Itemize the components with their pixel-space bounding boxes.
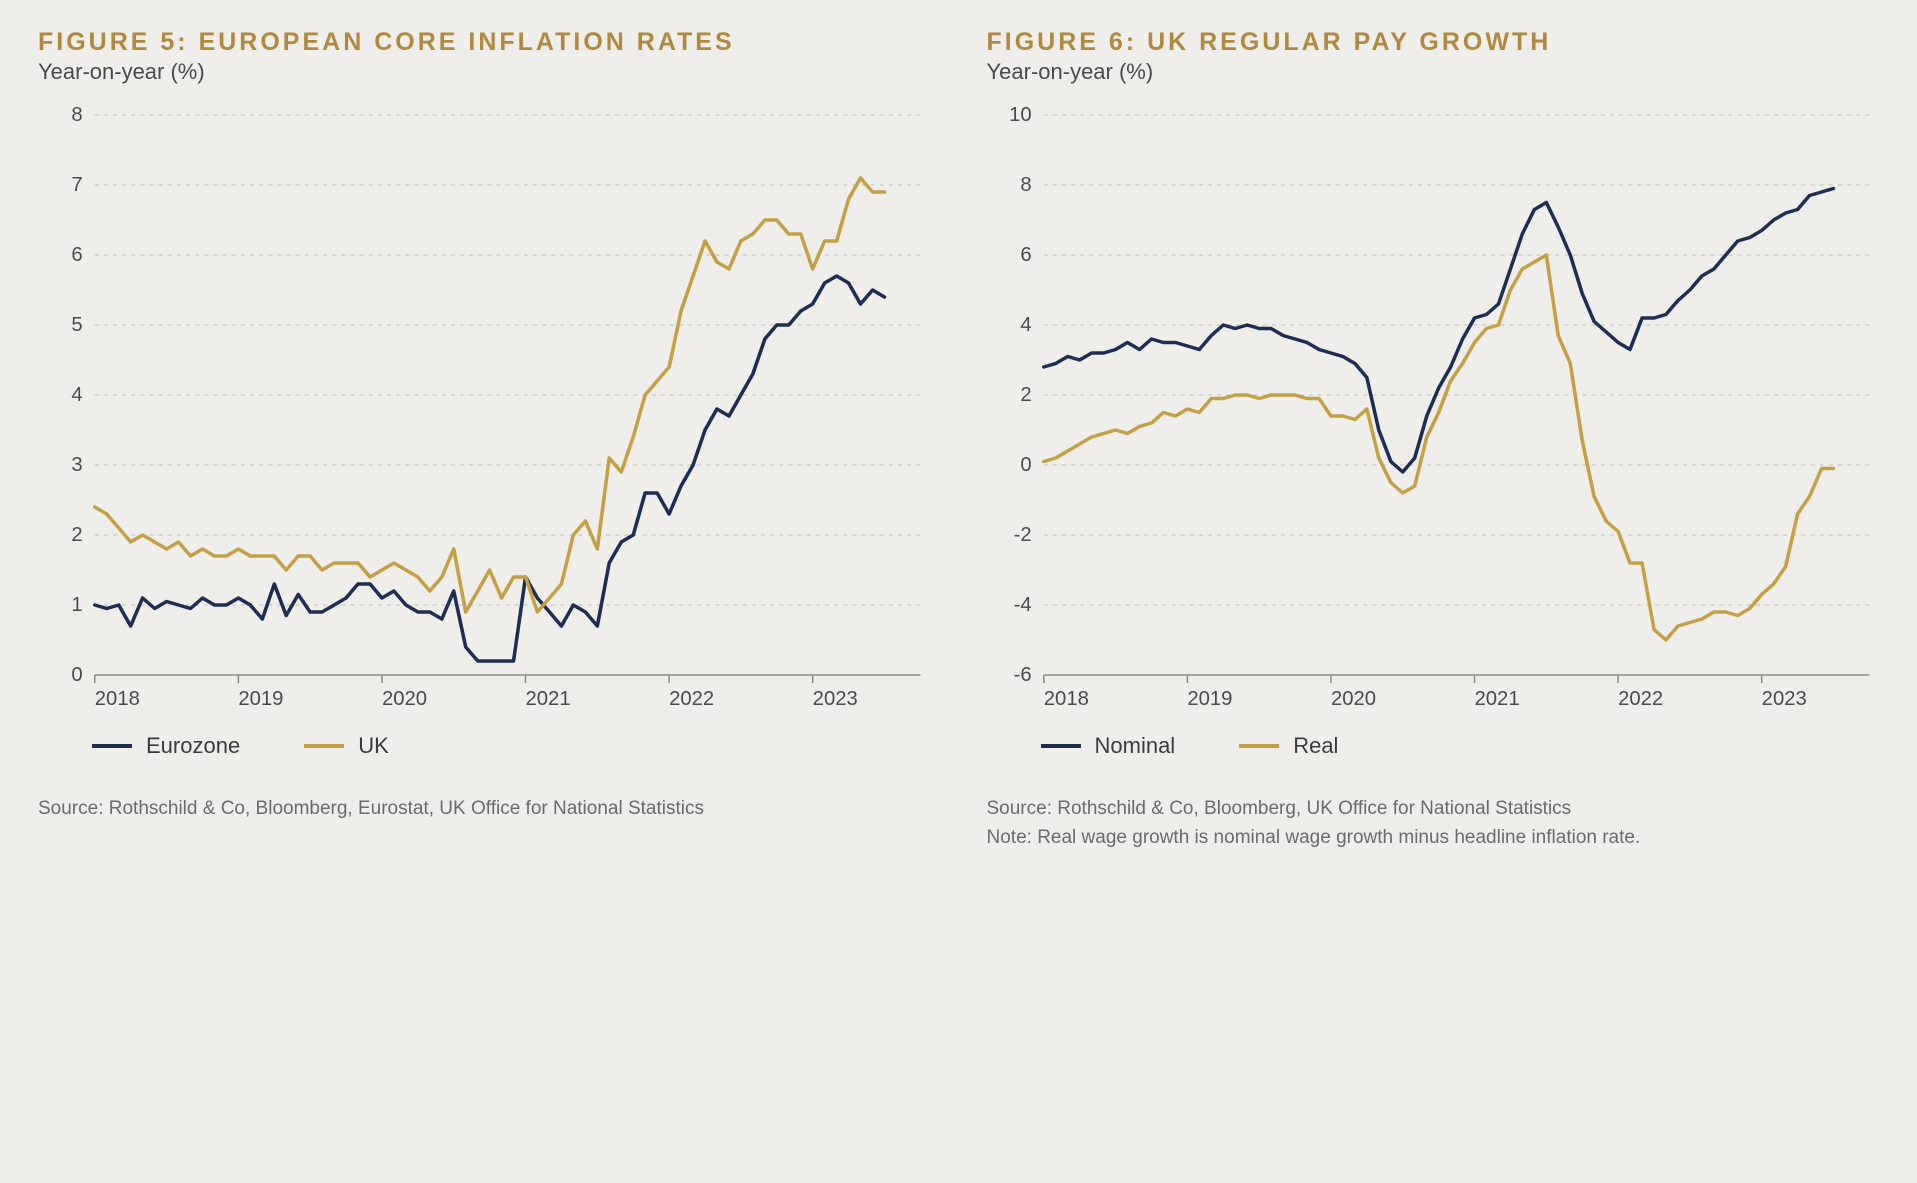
svg-text:2022: 2022: [669, 688, 714, 710]
legend-item-eurozone: Eurozone: [92, 733, 240, 759]
svg-text:8: 8: [1020, 174, 1031, 196]
figure-5-subtitle: Year-on-year (%): [38, 59, 931, 85]
legend-label: Eurozone: [146, 733, 240, 759]
legend-swatch: [1041, 744, 1081, 748]
svg-text:1: 1: [71, 594, 82, 616]
svg-text:2020: 2020: [382, 688, 427, 710]
figure-6-source: Source: Rothschild & Co, Bloomberg, UK O…: [987, 795, 1880, 824]
svg-text:-6: -6: [1013, 664, 1031, 686]
svg-text:0: 0: [1020, 454, 1031, 476]
svg-text:2021: 2021: [526, 688, 571, 710]
svg-text:2021: 2021: [1474, 688, 1519, 710]
svg-text:7: 7: [71, 174, 82, 196]
legend-swatch: [92, 744, 132, 748]
svg-text:8: 8: [71, 104, 82, 126]
svg-text:4: 4: [71, 384, 82, 406]
svg-text:2023: 2023: [813, 688, 858, 710]
legend-label: UK: [358, 733, 389, 759]
svg-text:2023: 2023: [1761, 688, 1806, 710]
legend-swatch: [1239, 744, 1279, 748]
legend-item-uk: UK: [304, 733, 389, 759]
figures-row: FIGURE 5: EUROPEAN CORE INFLATION RATES …: [38, 28, 1879, 852]
svg-text:6: 6: [71, 244, 82, 266]
legend-item-real: Real: [1239, 733, 1338, 759]
svg-text:-2: -2: [1013, 524, 1031, 546]
svg-text:2: 2: [1020, 384, 1031, 406]
figure-5: FIGURE 5: EUROPEAN CORE INFLATION RATES …: [38, 28, 931, 852]
figure-6-chart: -6-4-20246810201820192020202120222023: [987, 109, 1880, 719]
figure-5-source: Source: Rothschild & Co, Bloomberg, Euro…: [38, 795, 931, 824]
svg-text:10: 10: [1009, 104, 1032, 126]
svg-text:4: 4: [1020, 314, 1031, 336]
svg-text:2: 2: [71, 524, 82, 546]
svg-text:3: 3: [71, 454, 82, 476]
svg-text:6: 6: [1020, 244, 1031, 266]
legend-item-nominal: Nominal: [1041, 733, 1176, 759]
figure-6-legend: Nominal Real: [1041, 733, 1880, 759]
figure-6-note: Note: Real wage growth is nominal wage g…: [987, 824, 1880, 853]
svg-text:2022: 2022: [1618, 688, 1663, 710]
svg-text:2018: 2018: [1043, 688, 1088, 710]
svg-text:2019: 2019: [238, 688, 283, 710]
figure-5-chart: 012345678201820192020202120222023: [38, 109, 931, 719]
svg-text:5: 5: [71, 314, 82, 336]
svg-text:0: 0: [71, 664, 82, 686]
svg-text:-4: -4: [1013, 594, 1031, 616]
svg-text:2019: 2019: [1187, 688, 1232, 710]
svg-text:2018: 2018: [95, 688, 140, 710]
figure-6: FIGURE 6: UK REGULAR PAY GROWTH Year-on-…: [987, 28, 1880, 852]
figure-6-title: FIGURE 6: UK REGULAR PAY GROWTH: [987, 28, 1880, 57]
legend-swatch: [304, 744, 344, 748]
figure-5-legend: Eurozone UK: [92, 733, 931, 759]
legend-label: Nominal: [1095, 733, 1176, 759]
figure-6-subtitle: Year-on-year (%): [987, 59, 1880, 85]
legend-label: Real: [1293, 733, 1338, 759]
svg-text:2020: 2020: [1330, 688, 1375, 710]
figure-5-title: FIGURE 5: EUROPEAN CORE INFLATION RATES: [38, 28, 931, 57]
